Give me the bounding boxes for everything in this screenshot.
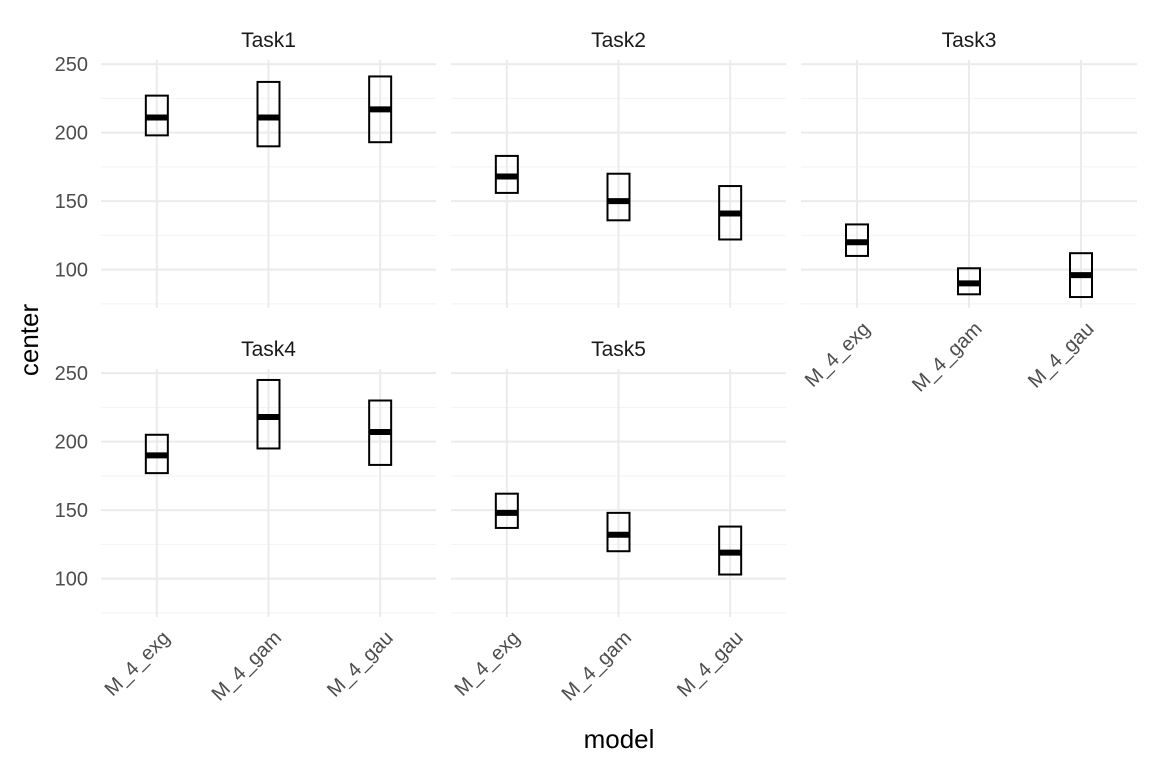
y-axis-title: center [14, 304, 44, 377]
y-tick-label: 250 [55, 54, 88, 76]
y-tick-label: 200 [55, 123, 88, 145]
y-tick-label: 100 [55, 569, 88, 591]
panel-task2: Task2 [451, 29, 786, 308]
panel-task5: Task5 M_4_exg M_4_gam M_4_gau [451, 338, 786, 705]
panel-task3: Task3 M_4_exg M_4_gam M_4_gau [801, 29, 1137, 396]
facet-strip-label: Task5 [591, 338, 646, 361]
x-tick-label: M_4_exg [101, 627, 175, 701]
crossbar-box [256, 80, 281, 148]
facet-strip-label: Task1 [241, 29, 296, 52]
x-tick-label: M_4_gau [673, 627, 748, 702]
y-tick-label: 150 [55, 191, 88, 213]
y-tick-label: 100 [55, 260, 88, 282]
x-tick-label: M_4_gau [323, 627, 398, 702]
panel-task4: Task4 100 150 200 250 M_4_exg M_4_gam M_4_gau [55, 338, 436, 705]
panel-task1: Task1 100 150 200 250 [55, 29, 436, 308]
y-tick-label: 250 [55, 363, 88, 385]
x-tick-label: M_4_exg [451, 627, 525, 701]
facet-strip-label: Task4 [241, 338, 296, 361]
x-tick-label: M_4_gam [558, 627, 636, 705]
x-tick-label: M_4_exg [801, 318, 875, 392]
x-axis-title: model [584, 724, 655, 754]
y-tick-label: 150 [55, 500, 88, 522]
x-tick-label: M_4_gam [208, 627, 286, 705]
y-tick-label: 200 [55, 432, 88, 454]
facet-strip-label: Task2 [591, 29, 646, 52]
facet-strip-label: Task3 [942, 29, 997, 52]
x-tick-label: M_4_gam [908, 318, 986, 396]
x-tick-label: M_4_gau [1024, 318, 1099, 393]
crossbar-box [606, 172, 631, 222]
